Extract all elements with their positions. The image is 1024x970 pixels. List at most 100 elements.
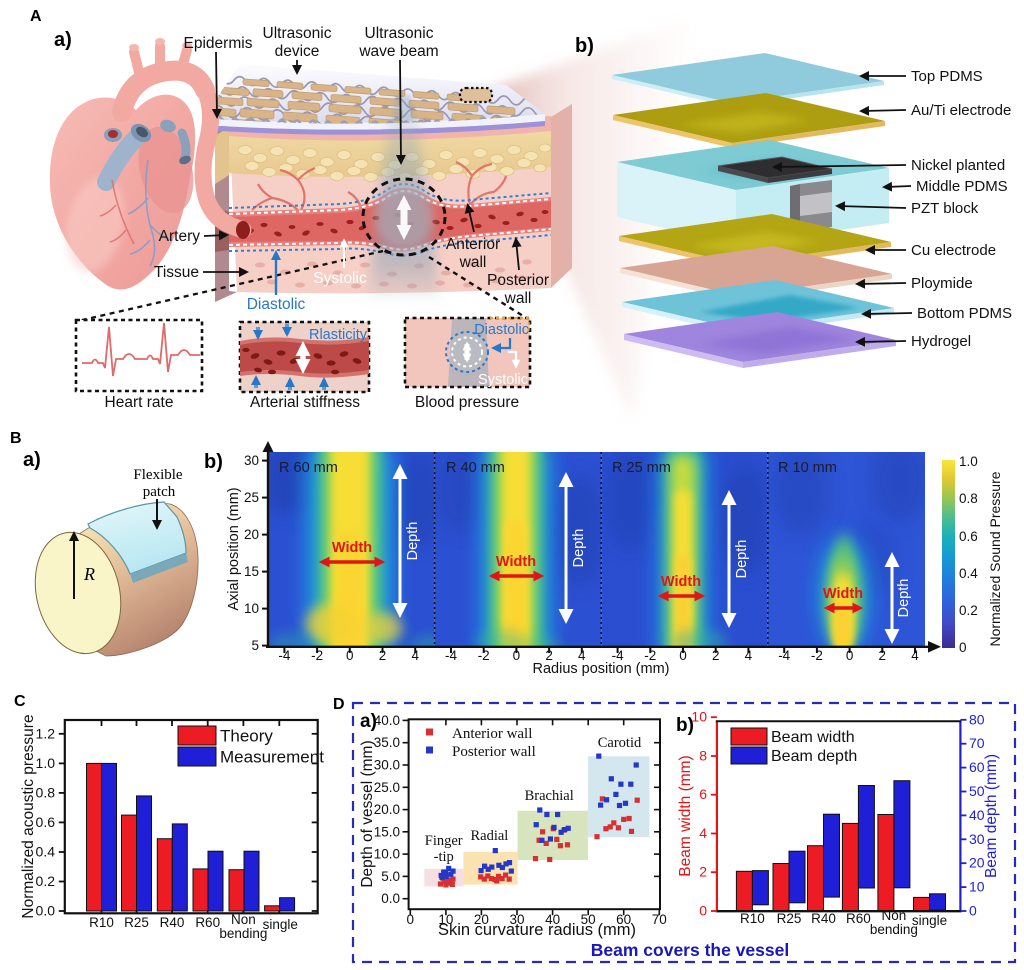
svg-text:0: 0 <box>846 648 854 663</box>
svg-text:2: 2 <box>879 648 887 663</box>
svg-text:Beam depth (mm): Beam depth (mm) <box>983 754 1000 878</box>
svg-text:Depth: Depth <box>896 579 912 618</box>
svg-text:Ultrasonic: Ultrasonic <box>365 25 434 42</box>
svg-text:0.6: 0.6 <box>959 529 978 544</box>
svg-text:1.2: 1.2 <box>36 725 56 741</box>
svg-text:10: 10 <box>244 601 259 616</box>
svg-text:A: A <box>30 8 42 25</box>
svg-text:0: 0 <box>346 648 354 663</box>
svg-text:B: B <box>10 430 22 447</box>
svg-text:Posterior wall: Posterior wall <box>452 744 536 760</box>
svg-text:Width: Width <box>661 574 701 590</box>
svg-text:bending: bending <box>870 922 918 937</box>
svg-text:patch: patch <box>143 484 176 500</box>
svg-text:70: 70 <box>652 912 667 927</box>
svg-text:40: 40 <box>545 912 560 927</box>
svg-text:R25: R25 <box>124 915 149 930</box>
svg-text:a): a) <box>54 29 72 51</box>
svg-text:0.2: 0.2 <box>36 873 56 889</box>
svg-text:40: 40 <box>969 807 985 823</box>
svg-text:single: single <box>263 917 298 932</box>
svg-text:Middle PDMS: Middle PDMS <box>916 178 1008 195</box>
svg-text:Rlasticity: Rlasticity <box>309 327 368 343</box>
svg-text:30: 30 <box>969 831 985 847</box>
svg-text:Epidermis: Epidermis <box>184 35 253 52</box>
svg-text:-4: -4 <box>445 648 457 663</box>
svg-text:Heart rate: Heart rate <box>105 394 174 411</box>
svg-text:wall: wall <box>504 290 532 307</box>
svg-text:R40: R40 <box>811 911 836 926</box>
svg-text:70: 70 <box>969 735 985 751</box>
svg-text:20.0: 20.0 <box>374 802 400 817</box>
svg-text:-4: -4 <box>612 648 624 663</box>
svg-text:C: C <box>14 693 26 710</box>
svg-text:Carotid: Carotid <box>598 735 642 751</box>
svg-text:PZT block: PZT block <box>911 200 979 217</box>
svg-text:Anterior: Anterior <box>446 236 500 253</box>
svg-text:0.0: 0.0 <box>381 891 400 906</box>
svg-text:50: 50 <box>581 912 596 927</box>
svg-text:Width: Width <box>496 554 536 570</box>
svg-text:25: 25 <box>244 490 259 505</box>
svg-text:5.0: 5.0 <box>381 869 400 884</box>
svg-text:4: 4 <box>411 648 419 663</box>
svg-text:single: single <box>912 913 947 928</box>
svg-text:0.4: 0.4 <box>959 566 978 581</box>
svg-text:Beam width (mm): Beam width (mm) <box>677 755 694 876</box>
svg-text:Depth: Depth <box>405 522 421 561</box>
svg-text:Cu electrode: Cu electrode <box>911 242 996 259</box>
svg-text:40.0: 40.0 <box>374 713 400 728</box>
svg-text:10.0: 10.0 <box>374 847 400 862</box>
svg-text:Beam depth: Beam depth <box>771 748 857 765</box>
svg-text:10: 10 <box>438 912 453 927</box>
svg-text:2: 2 <box>699 864 707 880</box>
svg-text:-tip: -tip <box>434 849 454 865</box>
svg-text:15: 15 <box>244 564 259 579</box>
svg-text:a): a) <box>360 711 377 732</box>
svg-text:R 60 mm: R 60 mm <box>279 460 338 476</box>
svg-text:wall: wall <box>459 254 487 271</box>
svg-text:20: 20 <box>969 855 985 871</box>
svg-text:Bottom PDMS: Bottom PDMS <box>917 305 1012 322</box>
svg-text:Normalized Sound Pressure: Normalized Sound Pressure <box>987 471 1003 646</box>
svg-text:4: 4 <box>578 648 586 663</box>
svg-text:60: 60 <box>969 759 985 775</box>
svg-text:Diastolic: Diastolic <box>474 322 529 338</box>
svg-text:80: 80 <box>969 711 985 727</box>
svg-text:Brachial: Brachial <box>525 788 574 804</box>
svg-text:4: 4 <box>911 648 919 663</box>
svg-text:30: 30 <box>509 912 524 927</box>
svg-text:0: 0 <box>959 640 967 655</box>
svg-text:Ploymide: Ploymide <box>911 275 973 292</box>
svg-text:R25: R25 <box>777 911 802 926</box>
svg-text:device: device <box>275 43 320 60</box>
svg-text:20: 20 <box>244 527 259 542</box>
svg-text:30: 30 <box>244 453 259 468</box>
svg-text:R 25 mm: R 25 mm <box>612 460 671 476</box>
svg-text:Radius position (mm): Radius position (mm) <box>533 661 670 677</box>
svg-text:b): b) <box>204 451 223 473</box>
svg-text:Flexible: Flexible <box>133 467 183 483</box>
svg-text:2: 2 <box>712 648 720 663</box>
svg-text:R 40 mm: R 40 mm <box>446 460 505 476</box>
svg-text:4: 4 <box>699 825 707 841</box>
svg-text:0.6: 0.6 <box>36 814 56 830</box>
svg-text:Au/Ti electrode: Au/Ti electrode <box>911 102 1011 119</box>
svg-text:1.0: 1.0 <box>959 454 978 469</box>
svg-text:Depth: Depth <box>734 540 750 579</box>
svg-text:1.0: 1.0 <box>36 755 56 771</box>
svg-text:bending: bending <box>219 926 267 941</box>
svg-text:D: D <box>333 696 345 713</box>
svg-text:-2: -2 <box>644 648 656 663</box>
svg-text:0: 0 <box>969 903 977 919</box>
svg-text:0: 0 <box>699 903 707 919</box>
svg-text:8: 8 <box>699 748 707 764</box>
svg-text:Systolic: Systolic <box>478 372 528 388</box>
svg-text:30.0: 30.0 <box>374 758 400 773</box>
svg-text:Ultrasonic: Ultrasonic <box>263 25 332 42</box>
svg-text:R 10 mm: R 10 mm <box>778 460 837 476</box>
svg-text:b): b) <box>676 715 694 736</box>
svg-text:R60: R60 <box>846 911 871 926</box>
svg-text:4: 4 <box>745 648 753 663</box>
svg-text:25.0: 25.0 <box>374 780 400 795</box>
